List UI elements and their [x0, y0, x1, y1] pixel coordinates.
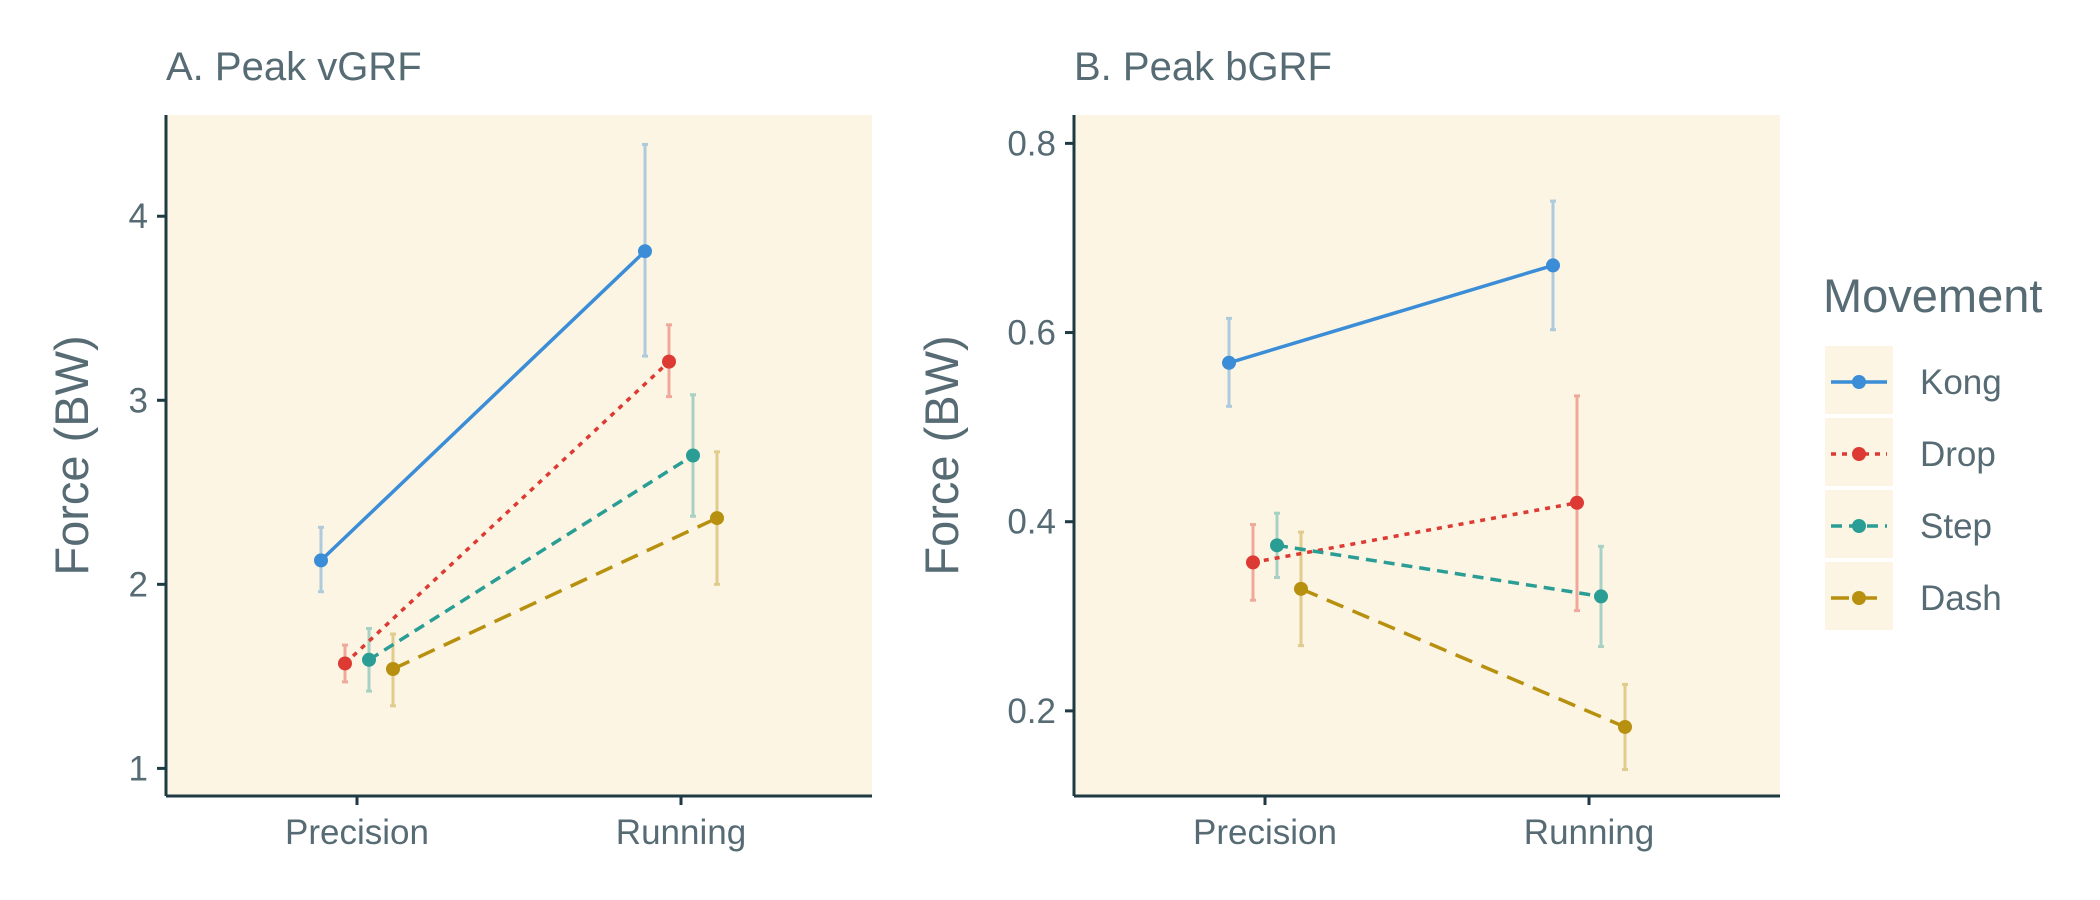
data-point-step — [362, 652, 376, 667]
legend-title: Movement — [1823, 269, 2042, 322]
legend-label: Dash — [1920, 579, 2002, 618]
data-point-drop — [662, 354, 676, 369]
data-point-step — [1594, 589, 1608, 604]
data-point-drop — [1570, 495, 1584, 510]
legend-key-point — [1852, 447, 1866, 461]
data-point-dash — [1618, 719, 1632, 734]
y-tick-label: 0.8 — [1007, 124, 1056, 163]
series-line-step — [1276, 543, 1602, 599]
data-point-kong — [638, 244, 652, 259]
legend-key-point — [1852, 375, 1866, 389]
series-line-kong — [1228, 263, 1554, 365]
data-point-dash — [1294, 581, 1308, 596]
panel-a: A. Peak vGRF 1 2 3 4 Precision Running Force (B… — [45, 45, 872, 852]
x-tick-label: Precision — [1193, 813, 1337, 852]
series-line-dash — [392, 516, 718, 671]
panel-title: A. Peak vGRF — [166, 45, 422, 89]
y-tick-label: 0.6 — [1007, 314, 1056, 353]
y-tick-label: 0.2 — [1007, 692, 1056, 731]
series-line-step — [368, 454, 694, 662]
data-point-kong — [314, 553, 328, 568]
legend-label: Kong — [1920, 363, 2002, 402]
legend-key-point — [1852, 519, 1866, 533]
data-point-kong — [1222, 355, 1236, 370]
panel-background — [1074, 115, 1780, 796]
data-point-step — [686, 448, 700, 463]
x-tick-label: Precision — [285, 813, 429, 852]
y-tick-label: 1 — [129, 749, 148, 788]
legend-item-drop: Drop — [1825, 418, 1996, 486]
series-line-drop — [343, 360, 671, 665]
y-tick-label: 4 — [129, 197, 148, 236]
legend-item-kong: Kong — [1825, 346, 2002, 414]
data-point-dash — [386, 662, 400, 677]
legend-item-step: Step — [1825, 490, 1992, 558]
data-point-kong — [1546, 258, 1560, 273]
y-tick-label: 2 — [129, 565, 148, 604]
x-tick-label: Running — [616, 813, 746, 852]
legend-label: Drop — [1920, 435, 1996, 474]
legend-label: Step — [1920, 507, 1992, 546]
panel-title: B. Peak bGRF — [1074, 45, 1332, 89]
legend-item-dash: Dash — [1825, 562, 2002, 630]
data-point-step — [1270, 538, 1284, 553]
series-line-dash — [1300, 587, 1626, 729]
y-axis-title: Force (BW) — [45, 335, 98, 575]
x-tick-label: Running — [1524, 813, 1654, 852]
series-line-kong — [319, 249, 647, 562]
data-point-drop — [1246, 555, 1260, 570]
legend-key-point — [1852, 591, 1866, 605]
data-point-dash — [710, 511, 724, 526]
y-axis-title: Force (BW) — [915, 335, 968, 575]
panel-background — [166, 115, 872, 796]
y-tick-label: 0.4 — [1007, 503, 1056, 542]
panel-b: B. Peak bGRF 0.2 0.4 0.6 0.8 Precision Running… — [915, 45, 1780, 852]
legend: Movement Kong Drop Step Dash — [1823, 269, 2042, 630]
y-tick-label: 3 — [129, 381, 148, 420]
data-point-drop — [338, 656, 352, 671]
